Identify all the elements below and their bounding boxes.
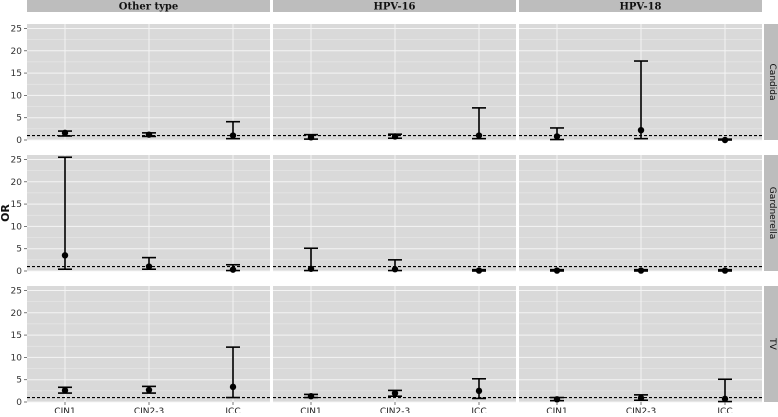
y-tick-label: 25: [11, 24, 22, 34]
point-candida-other-type-icc: [229, 132, 237, 139]
y-tick-label: 20: [11, 47, 23, 57]
point-gardnerella-hpv-18-cin1: [553, 267, 561, 274]
y-tick-label: 10: [11, 353, 23, 363]
column-label-hpv-18: HPV-18: [619, 2, 661, 13]
y-tick-label: 0: [16, 136, 22, 146]
x-tick-label: CIN1: [300, 407, 321, 413]
x-tick-label: CIN2-3: [134, 407, 164, 413]
column-label-other-type: Other type: [119, 2, 179, 13]
row-label-tv: TV: [767, 337, 777, 350]
point-candida-other-type-cin2-3: [145, 131, 153, 138]
y-tick-label: 25: [11, 155, 22, 165]
y-tick-label: 5: [16, 114, 22, 124]
point-candida-hpv-18-cin1: [553, 133, 561, 140]
point-candida-other-type-cin1: [61, 129, 69, 137]
y-tick-label: 10: [11, 91, 23, 101]
x-tick-label: ICC: [471, 407, 486, 413]
y-tick-label: 15: [11, 200, 22, 210]
y-tick-label: 0: [16, 267, 22, 277]
point-candida-hpv-18-cin2-3: [637, 126, 645, 134]
point-gardnerella-hpv-16-cin2-3: [391, 266, 399, 273]
column-strip-hpv-18: [519, 0, 762, 12]
y-tick-label: 0: [16, 398, 22, 408]
point-tv-hpv-16-cin1: [307, 393, 315, 400]
point-gardnerella-other-type-cin2-3: [145, 263, 153, 270]
point-tv-other-type-cin1: [61, 387, 69, 394]
x-tick-label: ICC: [225, 407, 240, 413]
point-gardnerella-hpv-16-icc: [475, 267, 483, 274]
column-strip-other-type: [27, 0, 270, 12]
y-tick-label: 5: [16, 376, 22, 386]
x-tick-label: CIN2-3: [626, 407, 656, 413]
point-tv-hpv-18-icc: [721, 395, 729, 403]
y-tick-label: 5: [16, 245, 22, 255]
row-label-gardnerella: Gardnerella: [767, 187, 777, 240]
y-tick-label: 15: [11, 69, 22, 79]
column-strip-hpv-16: [273, 0, 516, 12]
x-tick-label: CIN2-3: [380, 407, 410, 413]
point-candida-hpv-16-cin2-3: [391, 133, 399, 140]
point-gardnerella-hpv-16-cin1: [307, 265, 315, 272]
point-tv-hpv-18-cin1: [553, 396, 561, 403]
y-tick-label: 10: [11, 222, 23, 232]
point-tv-other-type-cin2-3: [145, 386, 153, 394]
y-tick-label: 20: [11, 309, 23, 319]
y-tick-label: 20: [11, 178, 23, 188]
y-tick-label: 25: [11, 286, 22, 296]
row-strip-tv: [764, 286, 778, 402]
x-tick-label: CIN1: [54, 407, 75, 413]
row-label-candida: Candida: [767, 64, 777, 101]
point-candida-hpv-16-icc: [475, 132, 483, 139]
point-gardnerella-other-type-icc: [229, 266, 237, 273]
point-tv-hpv-16-cin2-3: [391, 389, 399, 397]
x-tick-label: CIN1: [546, 407, 567, 413]
point-candida-hpv-18-icc: [721, 136, 729, 144]
point-gardnerella-hpv-18-cin2-3: [637, 267, 645, 274]
y-axis-label: OR: [0, 204, 12, 222]
point-gardnerella-hpv-18-icc: [721, 267, 729, 274]
x-tick-label: ICC: [717, 407, 732, 413]
column-label-hpv-16: HPV-16: [373, 2, 415, 13]
row-strip-candida: [764, 24, 778, 140]
point-tv-hpv-16-icc: [475, 387, 483, 395]
point-gardnerella-other-type-cin1: [61, 252, 69, 259]
point-candida-hpv-16-cin1: [307, 134, 315, 141]
point-tv-other-type-icc: [229, 383, 237, 391]
point-tv-hpv-18-cin2-3: [637, 394, 645, 402]
row-strip-gardnerella: [764, 155, 778, 271]
y-tick-label: 15: [11, 331, 22, 341]
